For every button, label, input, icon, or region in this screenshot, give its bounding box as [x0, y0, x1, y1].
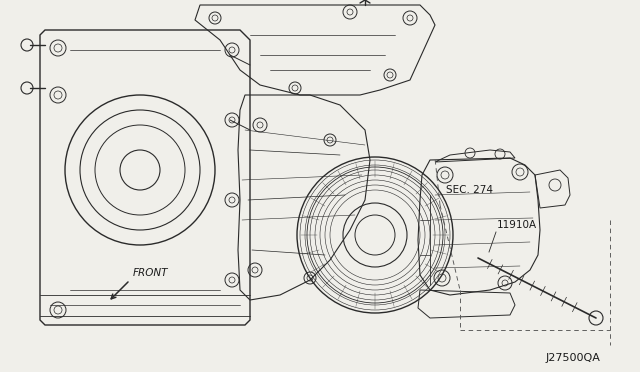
Text: FRONT: FRONT: [133, 268, 168, 278]
Text: J27500QA: J27500QA: [545, 353, 600, 363]
Text: 11910A: 11910A: [497, 220, 537, 230]
Text: SEC. 274: SEC. 274: [446, 185, 493, 195]
